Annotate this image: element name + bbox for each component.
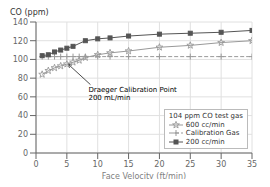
svg-text:120: 120 xyxy=(13,37,28,46)
svg-text:15: 15 xyxy=(123,160,133,169)
html-text:104 ppm CO test gas: 104 ppm CO test gas xyxy=(168,112,243,120)
svg-text:10: 10 xyxy=(93,160,103,169)
svg-text:Draeger Calibration Point200 m: Draeger Calibration Point200 mL/min xyxy=(88,86,177,102)
svg-text:5: 5 xyxy=(64,160,69,169)
svg-text:35: 35 xyxy=(247,160,257,169)
svg-text:20: 20 xyxy=(18,130,28,139)
svg-text:140: 140 xyxy=(13,18,28,27)
svg-text:30: 30 xyxy=(216,160,226,169)
html-text:600 cc/min: 600 cc/min xyxy=(185,120,225,129)
html-text:CO (ppm): CO (ppm) xyxy=(10,8,49,17)
svg-text:20: 20 xyxy=(154,160,164,169)
svg-text:40: 40 xyxy=(18,111,28,120)
svg-text:80: 80 xyxy=(18,74,28,83)
svg-text:0: 0 xyxy=(33,160,38,169)
svg-text:60: 60 xyxy=(18,93,28,102)
svg-text:100: 100 xyxy=(13,55,28,64)
html-text:200 cc/min: 200 cc/min xyxy=(185,137,225,146)
html-text:Calibration Gas: Calibration Gas xyxy=(185,129,240,137)
svg-text:Face Velocity (ft/min): Face Velocity (ft/min) xyxy=(102,172,186,179)
svg-text:25: 25 xyxy=(185,160,195,169)
svg-text:0: 0 xyxy=(23,149,28,158)
